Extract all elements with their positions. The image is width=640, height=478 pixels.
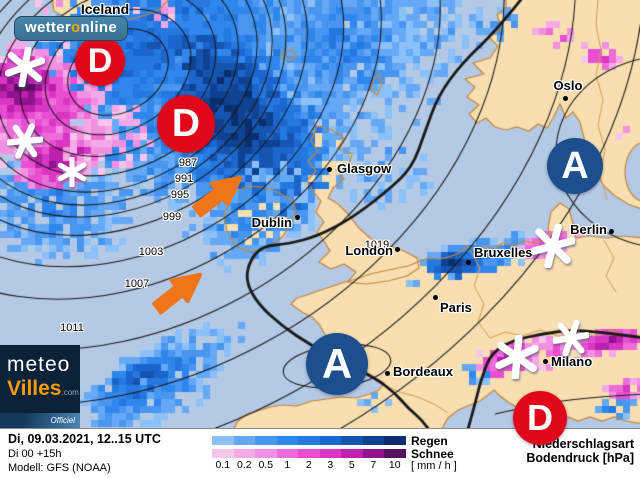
legend-snow-cell <box>255 449 277 458</box>
city-label-bordeaux: Bordeaux <box>393 364 453 379</box>
legend-tick-label: 0.5 <box>258 459 274 471</box>
city-dot-oslo <box>563 96 568 101</box>
city-dot-milano <box>543 359 548 364</box>
legend-snow-cell <box>233 449 255 458</box>
meteovilles-line2: Villes.com <box>7 377 79 400</box>
legend-tick-label: 0.1 <box>215 459 231 471</box>
city-dot-bordeaux <box>385 371 390 376</box>
legend-tick-label: 3 <box>327 459 334 471</box>
pressure-center-a: A <box>547 138 603 194</box>
wetteronline-accent-o: o <box>70 19 81 36</box>
isobar-label-1019: 1019 <box>364 239 390 251</box>
city-label-berlin: Berlin <box>570 222 607 237</box>
isobar-label-995: 995 <box>170 189 190 201</box>
legend-tick-label: 10 <box>388 459 401 471</box>
legend-rain-label: Regen <box>411 434 448 448</box>
isobar-label-1007: 1007 <box>124 278 150 290</box>
isobar-label-1003: 1003 <box>138 246 164 258</box>
legend-rain-cell <box>212 436 234 445</box>
legend-snow-cell <box>362 449 384 458</box>
legend-tick-label: 5 <box>348 459 355 471</box>
legend-tick-label: 0.2 <box>236 459 252 471</box>
city-label-paris: Paris <box>440 300 472 315</box>
legend-snow-label: Schnee <box>411 447 454 461</box>
meteovilles-suffix: .com <box>61 388 79 397</box>
snowflake-icon <box>495 333 539 384</box>
city-label-bruxelles: Bruxelles <box>474 245 533 260</box>
snowflake-icon <box>4 45 46 92</box>
footer-datetime: Di, 09.03.2021, 12..15 UTC <box>8 432 161 446</box>
legend-tick-labels: 0.1 0.2 0.5 1 2 3 5 7 10 <box>212 459 406 471</box>
meteovilles-logo[interactable]: meteo Villes.com Officiel <box>0 345 80 428</box>
city-label-oslo: Oslo <box>553 78 583 93</box>
footer-model: Modell: GFS (NOAA) <box>8 462 111 474</box>
legend-rain-cell <box>384 436 406 445</box>
snowflake-icon <box>57 155 87 192</box>
footer-precip-type-label: Niederschlagsart <box>532 437 634 451</box>
snowflake-icon <box>5 123 45 164</box>
legend-tick-label: 2 <box>305 459 312 471</box>
legend-snow-cell <box>298 449 320 458</box>
isobar-label-987: 987 <box>178 157 198 169</box>
legend-tick-label: 7 <box>370 459 377 471</box>
region-label-iceland: Iceland <box>80 1 130 17</box>
legend-rain-colorbar <box>212 436 406 445</box>
city-label-milano: Milano <box>551 354 593 369</box>
legend-rain-cell <box>319 436 341 445</box>
snowflake-icon <box>551 319 591 361</box>
wind-arrow-icon <box>186 163 250 232</box>
isobar-label-1011: 1011 <box>60 322 84 334</box>
city-dot-berlin <box>609 229 614 234</box>
footer-pressure-label: Bodendruck [hPa] <box>526 451 634 465</box>
city-dot-glasgow <box>327 167 332 172</box>
legend-unit-label: [ mm / h ] <box>411 460 457 472</box>
legend-rain-cell <box>362 436 384 445</box>
legend-snow-cell <box>319 449 341 458</box>
legend-snow-cell <box>384 449 406 458</box>
city-label-glasgow: Glasgow <box>337 161 392 176</box>
isobar-label-991: 991 <box>174 173 194 185</box>
legend-rain-cell <box>233 436 255 445</box>
meteovilles-tagline: Officiel <box>0 413 80 428</box>
legend-rain-cell <box>255 436 277 445</box>
city-label-dublin: Dublin <box>251 215 292 230</box>
wetteronline-logo-text: wetteronline <box>25 19 117 36</box>
meteovilles-line1: meteo <box>7 353 71 376</box>
legend-snow-cell <box>341 449 363 458</box>
snowflake-icon <box>530 223 576 273</box>
legend-rain-cell <box>276 436 298 445</box>
pressure-center-d: D <box>513 391 567 445</box>
city-label-london: London <box>345 243 393 258</box>
legend-snow-colorbar <box>212 449 406 458</box>
wind-arrow-icon <box>146 260 210 329</box>
city-dot-bruxelles <box>466 260 471 265</box>
city-dot-london <box>395 247 400 252</box>
pressure-center-d: D <box>157 95 215 153</box>
city-dot-dublin <box>295 215 300 220</box>
city-dot-paris <box>433 295 438 300</box>
wetteronline-logo[interactable]: wetteronline <box>14 16 128 41</box>
legend-snow-cell <box>212 449 234 458</box>
footer-run-offset: Di 00 +15h <box>8 448 62 460</box>
isobar-label-999: 999 <box>162 211 182 223</box>
legend-rain-cell <box>341 436 363 445</box>
pressure-center-a: A <box>306 333 368 395</box>
legend-rain-cell <box>298 436 320 445</box>
legend-snow-cell <box>276 449 298 458</box>
legend-tick-label: 1 <box>284 459 291 471</box>
pressure-center-d: D <box>75 36 125 86</box>
